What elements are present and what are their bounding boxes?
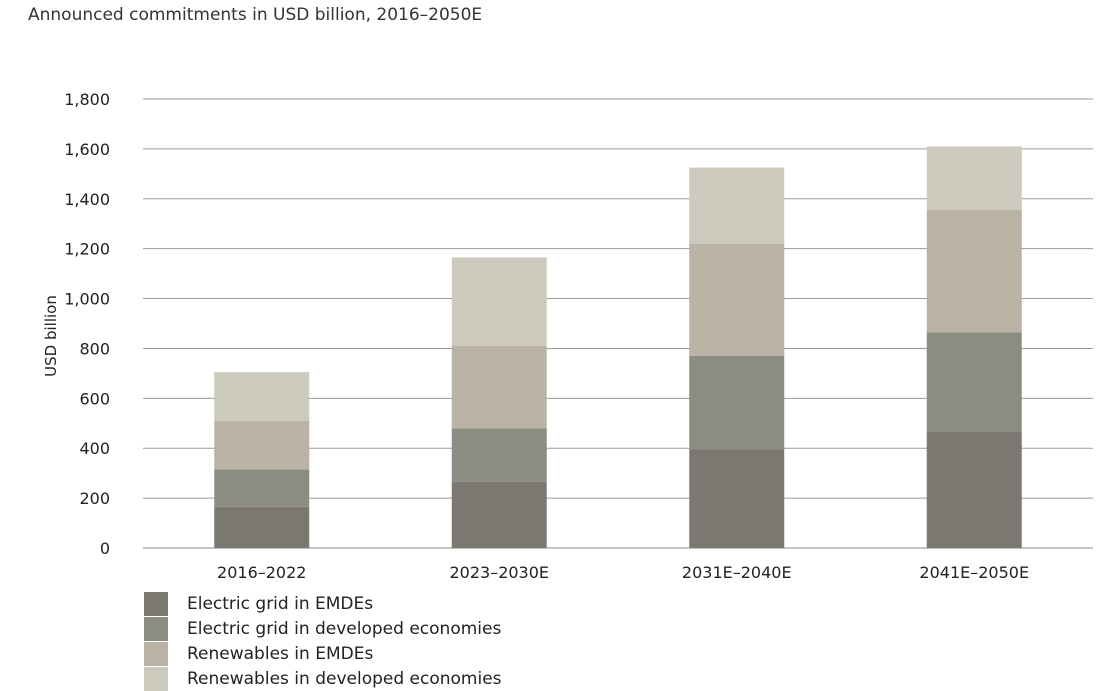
x-axis-ticks: 2016–2022 2023–2030E 2031E–2040E 2041E–2050… xyxy=(217,563,1029,582)
bar-segment-3-1 xyxy=(214,420,310,470)
bars xyxy=(214,146,1022,548)
y-tick-label: 600 xyxy=(79,389,110,408)
bar-segment-4-2 xyxy=(451,257,547,346)
legend: Electric grid in EMDEs Electric grid in d… xyxy=(144,591,502,691)
bar-segment-3-3 xyxy=(689,243,785,356)
legend-label: Electric grid in developed economies xyxy=(187,618,502,639)
legend-item: Renewables in developed economies xyxy=(144,666,502,691)
legend-label: Electric grid in EMDEs xyxy=(187,593,374,614)
y-tick-label: 400 xyxy=(79,439,110,458)
bar-segment-1-1 xyxy=(214,506,310,548)
legend-label: Renewables in EMDEs xyxy=(187,643,374,664)
y-tick-label: 1,400 xyxy=(64,190,110,209)
bar-segment-1-2 xyxy=(451,481,547,548)
x-tick-label: 2031E–2040E xyxy=(682,563,792,582)
stacked-bar-chart: 0 200 400 600 800 1,000 1,200 1,400 1,600 1,800 2… xyxy=(42,90,1093,582)
legend-item: Electric grid in developed economies xyxy=(144,616,502,641)
legend-swatch xyxy=(144,591,168,616)
y-axis-ticks: 0 200 400 600 800 1,000 1,200 1,400 1,600 1,800 xyxy=(64,90,110,558)
y-tick-label: 1,200 xyxy=(64,240,110,259)
legend-swatch xyxy=(144,641,168,666)
bar-segment-2-2 xyxy=(451,428,547,482)
bar-segment-3-4 xyxy=(926,210,1022,333)
y-tick-label: 800 xyxy=(79,339,110,358)
y-tick-label: 0 xyxy=(100,539,110,558)
legend-label: Renewables in developed economies xyxy=(187,668,502,689)
bar-segment-1-3 xyxy=(689,449,785,548)
y-tick-label: 1,000 xyxy=(64,290,110,309)
bar-segment-1-4 xyxy=(926,432,1022,548)
bar-segment-2-4 xyxy=(926,332,1022,433)
x-tick-label: 2023–2030E xyxy=(449,563,549,582)
bar-segment-2-3 xyxy=(689,355,785,450)
bar-segment-3-2 xyxy=(451,345,547,429)
y-tick-label: 1,800 xyxy=(64,90,110,109)
bar-segment-4-4 xyxy=(926,146,1022,211)
legend-item: Electric grid in EMDEs xyxy=(144,591,502,616)
y-tick-label: 1,600 xyxy=(64,140,110,159)
legend-swatch xyxy=(144,616,168,641)
y-tick-label: 200 xyxy=(79,489,110,508)
y-axis-label: USD billion xyxy=(42,295,60,377)
bar-segment-4-3 xyxy=(689,167,785,244)
x-tick-label: 2041E–2050E xyxy=(919,563,1029,582)
x-tick-label: 2016–2022 xyxy=(217,563,306,582)
bar-segment-2-1 xyxy=(214,469,310,507)
legend-item: Renewables in EMDEs xyxy=(144,641,502,666)
bar-segment-4-1 xyxy=(214,372,310,421)
chart-subtitle: Announced commitments in USD billion, 20… xyxy=(28,5,483,25)
